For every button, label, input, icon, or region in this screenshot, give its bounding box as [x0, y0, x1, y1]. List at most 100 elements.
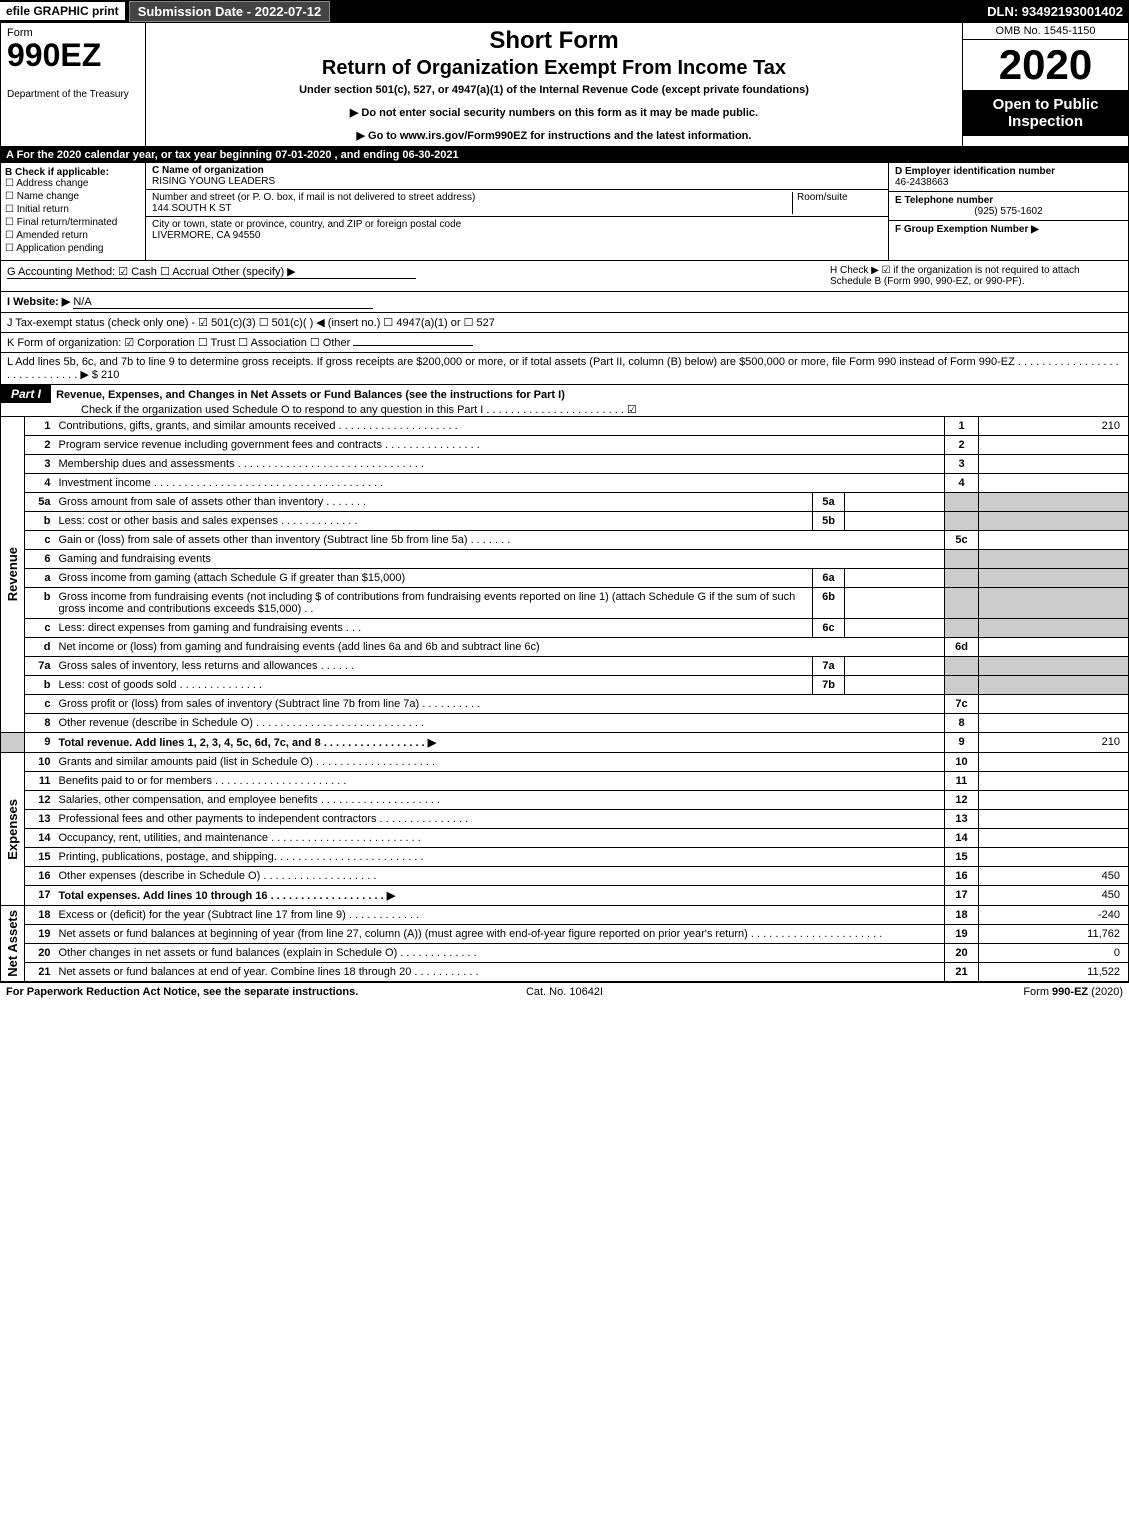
- footer: For Paperwork Reduction Act Notice, see …: [0, 982, 1129, 1001]
- room-label: Room/suite: [797, 192, 848, 203]
- submission-date: Submission Date - 2022-07-12: [129, 1, 331, 22]
- line-h: H Check ▶ ☑ if the organization is not r…: [822, 265, 1122, 287]
- ln12-box: 12: [945, 791, 979, 810]
- ln11-desc: Benefits paid to or for members . . . . …: [55, 772, 945, 791]
- ln17-amt: 450: [979, 886, 1129, 906]
- ln10-box: 10: [945, 753, 979, 772]
- ln2-amt: [979, 436, 1129, 455]
- ln7b-val: [845, 676, 945, 695]
- ln7b-sub: 7b: [813, 676, 845, 695]
- ln6c-sub: 6c: [813, 619, 845, 638]
- ln9-desc: Total revenue. Add lines 1, 2, 3, 4, 5c,…: [55, 733, 945, 753]
- dln: DLN: 93492193001402: [987, 4, 1129, 19]
- ln6d-desc: Net income or (loss) from gaming and fun…: [55, 638, 945, 657]
- ln5c-amt: [979, 531, 1129, 550]
- footer-mid: Cat. No. 10642I: [378, 986, 750, 998]
- part1-check-o: Check if the organization used Schedule …: [1, 404, 637, 416]
- info-block: B Check if applicable: Address change Na…: [0, 163, 1129, 261]
- side-revenue: Revenue: [5, 547, 20, 601]
- ln4-amt: [979, 474, 1129, 493]
- ln4-box: 4: [945, 474, 979, 493]
- line-i: I Website: ▶ N/A: [0, 292, 1129, 313]
- return-title: Return of Organization Exempt From Incom…: [152, 57, 956, 80]
- ln1-box: 1: [945, 417, 979, 436]
- ln13-desc: Professional fees and other payments to …: [55, 810, 945, 829]
- ln20-desc: Other changes in net assets or fund bala…: [55, 944, 945, 963]
- ln5a-sub: 5a: [813, 493, 845, 512]
- ln8-box: 8: [945, 714, 979, 733]
- line-j: J Tax-exempt status (check only one) - ☑…: [0, 313, 1129, 333]
- ln19-box: 19: [945, 925, 979, 944]
- ein: 46-2438663: [895, 177, 948, 188]
- ln2-box: 2: [945, 436, 979, 455]
- ln3-amt: [979, 455, 1129, 474]
- ln5c-desc: Gain or (loss) from sale of assets other…: [55, 531, 945, 550]
- ln10-desc: Grants and similar amounts paid (list in…: [55, 753, 945, 772]
- goto-link[interactable]: ▶ Go to www.irs.gov/Form990EZ for instru…: [152, 129, 956, 142]
- ln7c-box: 7c: [945, 695, 979, 714]
- ln3-desc: Membership dues and assessments . . . . …: [55, 455, 945, 474]
- ln21-desc: Net assets or fund balances at end of ye…: [55, 963, 945, 982]
- c-label: C Name of organization: [152, 165, 264, 176]
- ln19-desc: Net assets or fund balances at beginning…: [55, 925, 945, 944]
- ln17-desc-text: Total expenses. Add lines 10 through 16 …: [59, 890, 396, 902]
- ln6d-amt: [979, 638, 1129, 657]
- ln21-box: 21: [945, 963, 979, 982]
- ln14-desc: Occupancy, rent, utilities, and maintena…: [55, 829, 945, 848]
- ln9-amt: 210: [979, 733, 1129, 753]
- ln5a-desc: Gross amount from sale of assets other t…: [55, 493, 813, 512]
- ln6d-box: 6d: [945, 638, 979, 657]
- phone: (925) 575-1602: [895, 206, 1122, 217]
- ln7b-desc: Less: cost of goods sold . . . . . . . .…: [55, 676, 813, 695]
- ln1-num: 1: [25, 417, 55, 436]
- ln7c-amt: [979, 695, 1129, 714]
- ln16-amt: 450: [979, 867, 1129, 886]
- chk-initial-return[interactable]: Initial return: [5, 204, 141, 215]
- f-label: F Group Exemption Number ▶: [895, 224, 1039, 235]
- line-k: K Form of organization: ☑ Corporation ☐ …: [0, 333, 1129, 353]
- chk-name-change[interactable]: Name change: [5, 191, 141, 202]
- chk-final-return[interactable]: Final return/terminated: [5, 217, 141, 228]
- street: 144 SOUTH K ST: [152, 203, 231, 214]
- ln17-box: 17: [945, 886, 979, 906]
- ln1-desc: Contributions, gifts, grants, and simila…: [55, 417, 945, 436]
- department: Department of the Treasury: [7, 89, 139, 100]
- ln9-box: 9: [945, 733, 979, 753]
- ln9-desc-text: Total revenue. Add lines 1, 2, 3, 4, 5c,…: [59, 737, 437, 749]
- ln6b-desc: Gross income from fundraising events (no…: [55, 588, 813, 619]
- ln3-box: 3: [945, 455, 979, 474]
- ln11-box: 11: [945, 772, 979, 791]
- ln20-amt: 0: [979, 944, 1129, 963]
- ln13-box: 13: [945, 810, 979, 829]
- ln5c-box: 5c: [945, 531, 979, 550]
- ln7c-desc: Gross profit or (loss) from sales of inv…: [55, 695, 945, 714]
- chk-application-pending[interactable]: Application pending: [5, 243, 141, 254]
- ln5b-desc: Less: cost or other basis and sales expe…: [55, 512, 813, 531]
- ln10-amt: [979, 753, 1129, 772]
- efile-label[interactable]: efile GRAPHIC print: [0, 2, 125, 20]
- form-header: Form 990EZ Department of the Treasury Sh…: [0, 22, 1129, 147]
- ln8-amt: [979, 714, 1129, 733]
- ln5a-val: [845, 493, 945, 512]
- chk-address-change[interactable]: Address change: [5, 178, 141, 189]
- footer-left: For Paperwork Reduction Act Notice, see …: [6, 986, 378, 998]
- ln12-amt: [979, 791, 1129, 810]
- ln1-amt: 210: [979, 417, 1129, 436]
- ln19-amt: 11,762: [979, 925, 1129, 944]
- ln11-amt: [979, 772, 1129, 791]
- revenue-table: Revenue 1 Contributions, gifts, grants, …: [0, 417, 1129, 982]
- footer-right: Form 990-EZ (2020): [751, 986, 1123, 998]
- line-l: L Add lines 5b, 6c, and 7b to line 9 to …: [0, 353, 1129, 385]
- ln6c-desc: Less: direct expenses from gaming and fu…: [55, 619, 813, 638]
- ln15-desc: Printing, publications, postage, and shi…: [55, 848, 945, 867]
- ln7a-val: [845, 657, 945, 676]
- top-bar: efile GRAPHIC print Submission Date - 20…: [0, 0, 1129, 22]
- chk-amended-return[interactable]: Amended return: [5, 230, 141, 241]
- ln6b-val: [845, 588, 945, 619]
- ln16-box: 16: [945, 867, 979, 886]
- ln2-desc: Program service revenue including govern…: [55, 436, 945, 455]
- addr-label: Number and street (or P. O. box, if mail…: [152, 192, 475, 203]
- check-b-section: B Check if applicable: Address change Na…: [1, 163, 146, 260]
- ln6a-sub: 6a: [813, 569, 845, 588]
- ln18-desc: Excess or (deficit) for the year (Subtra…: [55, 906, 945, 925]
